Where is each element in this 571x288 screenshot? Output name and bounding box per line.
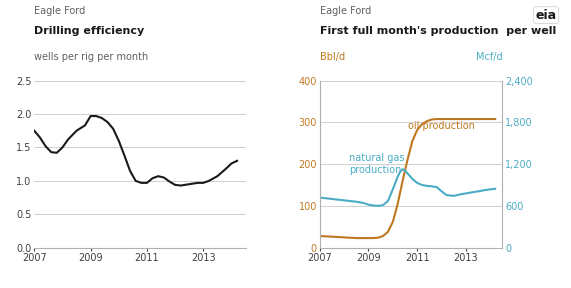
Text: eia: eia <box>536 9 557 22</box>
Text: Drilling efficiency: Drilling efficiency <box>34 26 144 36</box>
Text: Bbl/d: Bbl/d <box>320 52 345 62</box>
Text: oil production: oil production <box>408 121 475 131</box>
Text: natural gas
production: natural gas production <box>349 153 404 175</box>
Text: Eagle Ford: Eagle Ford <box>34 6 86 16</box>
Text: wells per rig per month: wells per rig per month <box>34 52 148 62</box>
Text: First full month's production  per well: First full month's production per well <box>320 26 556 36</box>
Text: Mcf/d: Mcf/d <box>476 52 502 62</box>
Text: Eagle Ford: Eagle Ford <box>320 6 371 16</box>
